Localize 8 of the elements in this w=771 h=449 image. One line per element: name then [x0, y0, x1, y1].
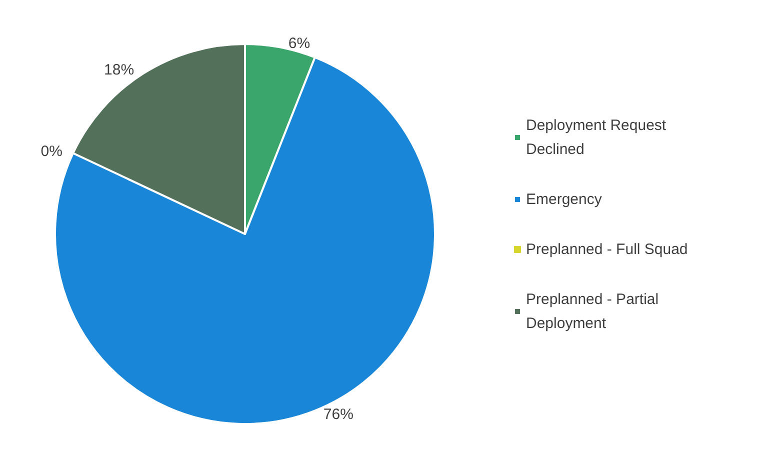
data-label: 6%	[288, 34, 310, 52]
data-label: 18%	[104, 62, 134, 79]
legend-label: Preplanned - Full Squad	[526, 241, 688, 258]
legend-label: Deployment Request Declined	[526, 117, 670, 158]
text: 0%	[40, 142, 62, 160]
legend-label: Preplanned - Partial Deployment	[526, 291, 663, 332]
legend-label: Emergency	[526, 191, 602, 208]
data-label: 76%	[323, 406, 354, 423]
